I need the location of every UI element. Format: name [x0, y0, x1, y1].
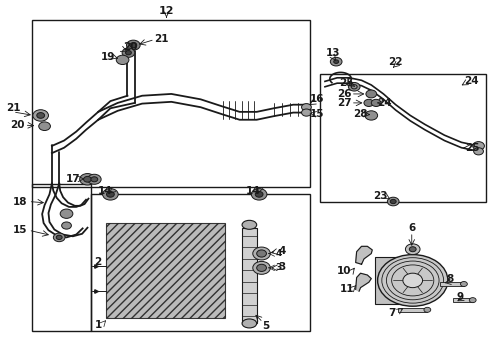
- Text: 24: 24: [463, 76, 478, 86]
- Text: 8: 8: [445, 274, 452, 284]
- Text: 15: 15: [309, 109, 323, 119]
- Ellipse shape: [242, 220, 256, 229]
- Text: 24: 24: [377, 98, 391, 108]
- Circle shape: [333, 60, 338, 63]
- Text: 15: 15: [13, 225, 27, 235]
- Circle shape: [126, 40, 140, 50]
- Bar: [32, 184, 91, 330]
- Circle shape: [347, 82, 359, 91]
- Circle shape: [255, 192, 263, 197]
- Text: 3: 3: [278, 262, 285, 272]
- Text: 16: 16: [309, 94, 323, 104]
- Circle shape: [106, 192, 114, 197]
- Text: 25: 25: [338, 78, 352, 88]
- Circle shape: [468, 298, 475, 303]
- Circle shape: [330, 57, 341, 66]
- Bar: [32, 21, 310, 187]
- Circle shape: [402, 273, 422, 288]
- Circle shape: [256, 250, 266, 257]
- Text: 5: 5: [261, 321, 268, 331]
- Bar: [374, 257, 411, 304]
- Circle shape: [130, 42, 137, 48]
- Text: 20: 20: [122, 42, 137, 52]
- Text: 11: 11: [339, 284, 353, 294]
- Circle shape: [301, 109, 311, 116]
- Text: 28: 28: [352, 109, 367, 120]
- Text: 7: 7: [388, 308, 395, 318]
- Circle shape: [125, 50, 131, 55]
- Ellipse shape: [242, 319, 256, 328]
- Circle shape: [83, 176, 91, 182]
- Bar: [397, 308, 427, 312]
- Bar: [439, 282, 463, 286]
- Circle shape: [122, 48, 135, 57]
- Text: 4: 4: [278, 246, 285, 256]
- Bar: [105, 223, 224, 318]
- Text: 4: 4: [275, 249, 281, 258]
- Text: 14: 14: [245, 186, 260, 196]
- Text: 25: 25: [465, 143, 479, 153]
- Text: 13: 13: [325, 48, 340, 58]
- Circle shape: [56, 235, 62, 239]
- Text: 22: 22: [387, 57, 402, 67]
- Text: 3: 3: [275, 264, 281, 273]
- Bar: [91, 194, 310, 330]
- Circle shape: [386, 197, 398, 206]
- Circle shape: [408, 247, 415, 252]
- Bar: [452, 298, 472, 302]
- Circle shape: [39, 122, 50, 131]
- Circle shape: [256, 264, 266, 271]
- Polygon shape: [355, 273, 370, 291]
- Circle shape: [37, 113, 44, 118]
- Circle shape: [102, 189, 118, 200]
- Text: 20: 20: [10, 120, 25, 130]
- Circle shape: [53, 233, 65, 242]
- Text: 6: 6: [407, 224, 414, 233]
- Circle shape: [252, 247, 270, 260]
- Circle shape: [60, 209, 73, 219]
- Bar: [320, 74, 485, 202]
- Circle shape: [365, 90, 376, 98]
- Text: 21: 21: [154, 35, 168, 44]
- Text: 9: 9: [455, 292, 463, 302]
- Circle shape: [389, 199, 395, 204]
- Circle shape: [472, 141, 484, 150]
- Polygon shape: [355, 246, 371, 264]
- Text: 26: 26: [337, 89, 351, 99]
- Circle shape: [423, 307, 430, 312]
- Circle shape: [301, 104, 311, 111]
- Circle shape: [473, 148, 483, 155]
- Text: 1: 1: [94, 320, 102, 330]
- Text: 19: 19: [101, 52, 115, 62]
- Circle shape: [33, 110, 48, 121]
- Circle shape: [460, 282, 467, 287]
- Circle shape: [116, 55, 129, 64]
- Circle shape: [80, 174, 95, 185]
- Circle shape: [364, 111, 377, 120]
- Circle shape: [370, 99, 380, 107]
- Text: 12: 12: [159, 6, 174, 17]
- Text: 18: 18: [13, 197, 27, 207]
- Text: 14: 14: [98, 186, 113, 196]
- Text: 17: 17: [65, 174, 80, 184]
- Circle shape: [91, 177, 98, 182]
- Text: 23: 23: [372, 191, 386, 201]
- Circle shape: [251, 189, 266, 200]
- Text: 27: 27: [336, 98, 351, 108]
- Circle shape: [61, 222, 71, 229]
- Circle shape: [252, 261, 270, 274]
- Circle shape: [377, 255, 447, 306]
- Circle shape: [87, 174, 101, 184]
- Bar: [242, 228, 256, 323]
- Circle shape: [363, 99, 373, 107]
- Text: 2: 2: [94, 257, 102, 267]
- Text: 10: 10: [336, 266, 350, 276]
- Text: 21: 21: [6, 103, 20, 113]
- Circle shape: [405, 244, 419, 255]
